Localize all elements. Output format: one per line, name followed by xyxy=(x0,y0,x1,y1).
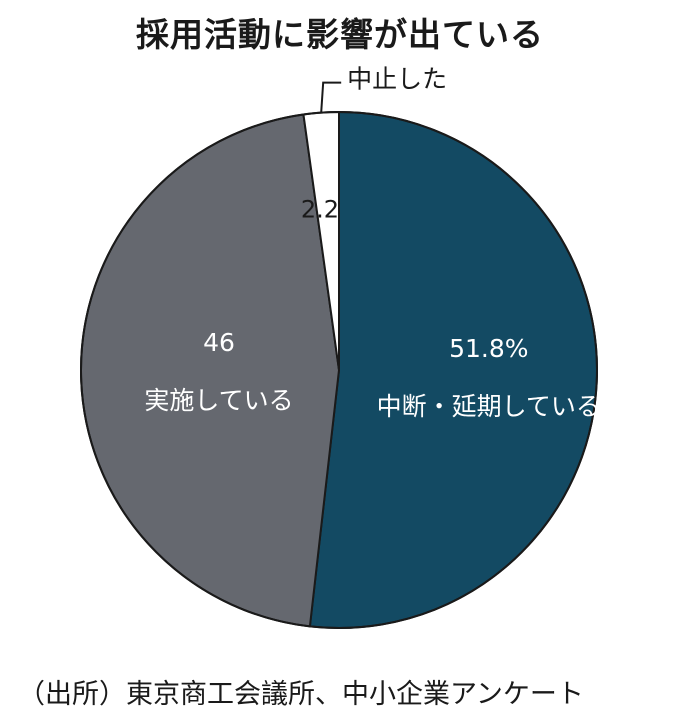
pie-slice-2 xyxy=(80,113,340,628)
slice-category-label-2: 実施している xyxy=(144,386,293,415)
slice-value-label-2: 46 xyxy=(203,328,235,357)
slice-category-label-3: 中止した xyxy=(347,65,447,94)
leader-line-3 xyxy=(320,81,342,113)
slice-category-label-1: 中断・延期している xyxy=(377,392,601,421)
pie-outline xyxy=(80,111,598,629)
chart-title: 採用活動に影響が出ている xyxy=(136,15,544,54)
slice-value-label-1: 51.8% xyxy=(449,334,528,363)
pie-slice-1 xyxy=(308,111,598,629)
slice-value-label-3: 2.2 xyxy=(301,195,339,223)
source-note: （出所）東京商工会議所、中小企業アンケート xyxy=(18,679,584,710)
